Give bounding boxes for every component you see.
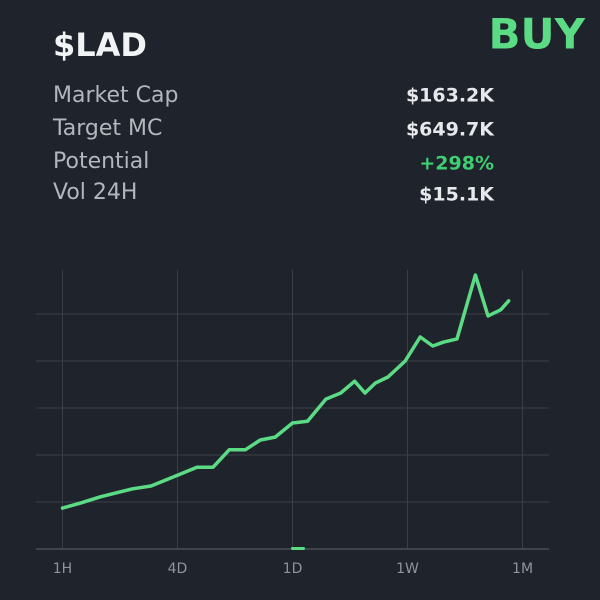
- ticker: $LAD: [53, 26, 147, 64]
- x-tick-label: 1H: [53, 561, 72, 577]
- x-tick-label: 1W: [396, 561, 419, 577]
- stat-value: $649.7K: [406, 119, 495, 141]
- stat-value: $163.2K: [406, 85, 495, 107]
- stat-value: $15.1K: [419, 184, 495, 206]
- price-line: [60, 273, 511, 510]
- active-indicator: [291, 547, 305, 550]
- x-tick-label: 1D: [283, 561, 303, 577]
- x-tick-label: 4D: [168, 561, 188, 577]
- signal: BUY: [488, 10, 585, 59]
- x-tick-label: 1M: [512, 561, 533, 577]
- stat-value: +298%: [419, 153, 494, 175]
- stat-label: Target MC: [52, 116, 162, 141]
- stat-label: Market Cap: [53, 83, 178, 108]
- stat-label: Vol 24H: [53, 180, 137, 205]
- stat-label: Potential: [53, 149, 149, 174]
